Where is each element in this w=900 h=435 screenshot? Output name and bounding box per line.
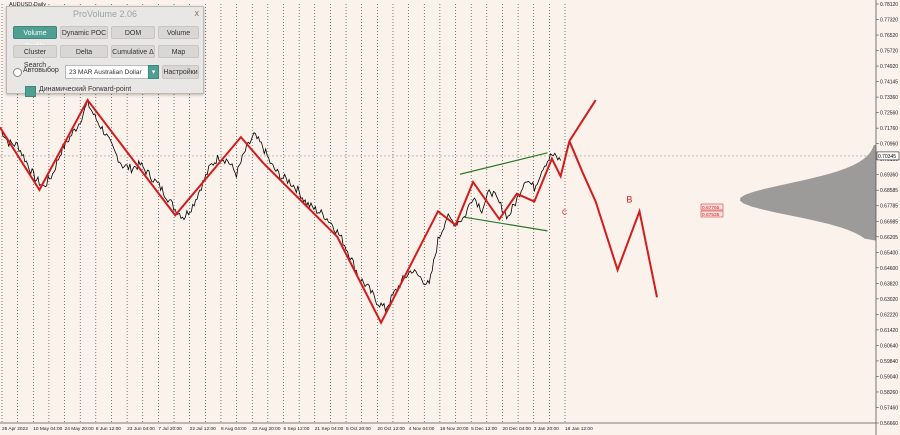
y-tick-label: 0.57460 <box>880 405 898 411</box>
y-tick-label: 0.68585 <box>880 188 898 194</box>
provolume-panel[interactable]: ProVolume 2.06 x Volume Profile Dynamic … <box>6 6 204 97</box>
y-tick-label: 0.58260 <box>880 390 898 396</box>
y-tick-label: 0.78120 <box>880 2 898 8</box>
y-tick-label: 0.56660 <box>880 421 898 427</box>
wedge-lower-line <box>464 216 548 232</box>
x-tick-label: 6 Sep 12:00 <box>284 426 310 432</box>
y-tick-label: 0.62220 <box>880 312 898 318</box>
y-tick-label: 0.77320 <box>880 18 898 24</box>
y-tick-label: 0.74920 <box>880 64 898 70</box>
x-tick-label: 24 May 20:00 <box>65 426 94 432</box>
cumulative-delta-button[interactable]: Cumulative Δ <box>111 45 155 58</box>
auto-select-radio[interactable] <box>13 68 22 77</box>
delta-button[interactable]: Delta <box>60 45 108 58</box>
y-tick-label: 0.70960 <box>880 142 898 148</box>
x-tick-label: 22 Jul 12:00 <box>190 426 216 432</box>
y-tick-label: 0.67785 <box>880 204 898 210</box>
cluster-search-button[interactable]: Cluster Search <box>13 45 57 69</box>
panel-title: ProVolume 2.06 <box>72 9 138 19</box>
profile-value-box <box>700 210 724 218</box>
auto-select-label: Автовыбор <box>23 67 59 74</box>
symbol-label: AUDUSD,Daily <box>9 2 46 8</box>
y-tick-label: 0.74145 <box>880 80 898 86</box>
dom-button[interactable]: DOM <box>111 26 155 39</box>
x-tick-label: 25 Apr 2022 <box>2 426 28 432</box>
y-tick-label: 0.63820 <box>880 281 898 287</box>
profile-value-box <box>700 203 724 211</box>
wave-label: B <box>626 195 632 205</box>
x-tick-label: 20 Oct 12:00 <box>377 426 405 432</box>
y-tick-label: 0.65400 <box>880 250 898 256</box>
y-tick-label: 0.73360 <box>880 95 898 101</box>
price-series <box>0 98 562 313</box>
forward-point-label: Динамический Forward-point <box>39 86 132 93</box>
x-tick-label: 8 Aug 04:00 <box>221 426 247 432</box>
close-icon[interactable]: x <box>194 8 200 18</box>
y-tick-label: 0.59040 <box>880 374 898 380</box>
y-tick-label: 0.76520 <box>880 33 898 39</box>
settings-button[interactable]: Настройки <box>162 65 199 79</box>
x-tick-label: 22 Aug 20:00 <box>252 426 281 432</box>
y-tick-label: 0.72560 <box>880 111 898 117</box>
x-tick-label: 4 Nov 04:00 <box>409 426 435 432</box>
map-button[interactable]: Map <box>158 45 199 58</box>
chevron-down-icon[interactable]: ▾ <box>148 65 159 79</box>
y-tick-label: 0.61420 <box>880 328 898 334</box>
volume-button[interactable]: Volume <box>158 26 199 39</box>
y-tick-label: 0.69360 <box>880 173 898 179</box>
x-tick-label: 20 Dec 04:00 <box>502 426 531 432</box>
wedge-upper-line <box>459 152 548 175</box>
y-tick-label: 0.60640 <box>880 343 898 349</box>
x-tick-label: 5 Oct 20:00 <box>346 426 371 432</box>
y-tick-label: 0.71760 <box>880 126 898 132</box>
profile-value-label: 0.67535 <box>702 212 720 218</box>
x-tick-label: 21 Sep 04:00 <box>315 426 344 432</box>
volume-profile <box>739 144 876 241</box>
zigzag-line <box>0 98 571 325</box>
dynamic-poc-button[interactable]: Dynamic POC <box>60 26 108 39</box>
x-tick-label: 18 Nov 20:00 <box>440 426 469 432</box>
x-tick-label: 23 Jun 04:00 <box>127 426 155 432</box>
forecast-down-line <box>568 140 658 298</box>
x-tick-label: 5 Dec 12:00 <box>471 426 497 432</box>
x-tick-label: 3 Jan 20:00 <box>534 426 559 432</box>
x-tick-label: 8 Jun 12:00 <box>96 426 121 432</box>
y-tick-label: 0.75720 <box>880 49 898 55</box>
y-tick-label: 0.66205 <box>880 235 898 241</box>
current-price-label: 0.70345 <box>878 154 896 160</box>
wave-label: C <box>562 209 567 216</box>
y-tick-label: 0.66985 <box>880 219 898 225</box>
volume-profile-button[interactable]: Volume Profile <box>13 26 57 50</box>
y-tick-label: 0.63020 <box>880 297 898 303</box>
y-tick-label: 0.64600 <box>880 266 898 272</box>
forecast-up-line <box>568 99 597 142</box>
profile-value-label: 0.67765 <box>702 205 720 211</box>
forward-point-toggle[interactable] <box>25 86 36 97</box>
y-tick-label: 0.59840 <box>880 359 898 365</box>
x-tick-label: 7 Jul 20:00 <box>158 426 182 432</box>
x-tick-label: 18 Jan 12:00 <box>565 426 593 432</box>
x-tick-label: 10 May 04:00 <box>33 426 62 432</box>
instrument-select[interactable]: 23 MAR Australian Dollar <box>65 65 149 79</box>
current-price-box <box>876 151 900 161</box>
